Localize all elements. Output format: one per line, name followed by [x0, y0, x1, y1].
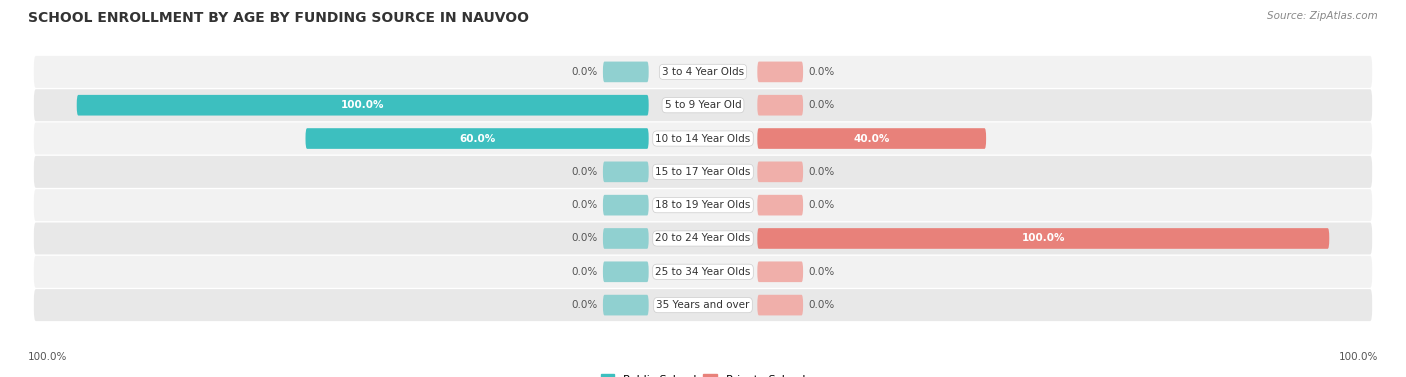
Text: 100.0%: 100.0% [1339, 352, 1378, 362]
FancyBboxPatch shape [758, 228, 1329, 249]
FancyBboxPatch shape [758, 262, 803, 282]
Text: 18 to 19 Year Olds: 18 to 19 Year Olds [655, 200, 751, 210]
FancyBboxPatch shape [34, 289, 1372, 321]
FancyBboxPatch shape [758, 161, 803, 182]
FancyBboxPatch shape [34, 189, 1372, 221]
Text: Source: ZipAtlas.com: Source: ZipAtlas.com [1267, 11, 1378, 21]
FancyBboxPatch shape [758, 128, 986, 149]
Text: 10 to 14 Year Olds: 10 to 14 Year Olds [655, 133, 751, 144]
Text: 0.0%: 0.0% [571, 300, 598, 310]
Text: 0.0%: 0.0% [808, 167, 835, 177]
FancyBboxPatch shape [603, 61, 648, 82]
Text: 100.0%: 100.0% [340, 100, 384, 110]
Text: 3 to 4 Year Olds: 3 to 4 Year Olds [662, 67, 744, 77]
FancyBboxPatch shape [34, 123, 1372, 155]
FancyBboxPatch shape [34, 89, 1372, 121]
Text: 100.0%: 100.0% [28, 352, 67, 362]
FancyBboxPatch shape [603, 161, 648, 182]
FancyBboxPatch shape [758, 95, 803, 115]
FancyBboxPatch shape [77, 95, 648, 115]
Text: 25 to 34 Year Olds: 25 to 34 Year Olds [655, 267, 751, 277]
Text: 0.0%: 0.0% [808, 300, 835, 310]
Text: 0.0%: 0.0% [571, 67, 598, 77]
Text: 15 to 17 Year Olds: 15 to 17 Year Olds [655, 167, 751, 177]
Text: 0.0%: 0.0% [808, 200, 835, 210]
Text: 5 to 9 Year Old: 5 to 9 Year Old [665, 100, 741, 110]
FancyBboxPatch shape [603, 195, 648, 216]
Text: 100.0%: 100.0% [1022, 233, 1066, 244]
FancyBboxPatch shape [603, 228, 648, 249]
Text: SCHOOL ENROLLMENT BY AGE BY FUNDING SOURCE IN NAUVOO: SCHOOL ENROLLMENT BY AGE BY FUNDING SOUR… [28, 11, 529, 25]
Text: 35 Years and over: 35 Years and over [657, 300, 749, 310]
Text: 0.0%: 0.0% [808, 67, 835, 77]
Text: 0.0%: 0.0% [808, 267, 835, 277]
Text: 0.0%: 0.0% [571, 233, 598, 244]
Text: 40.0%: 40.0% [853, 133, 890, 144]
FancyBboxPatch shape [34, 256, 1372, 288]
FancyBboxPatch shape [758, 295, 803, 316]
FancyBboxPatch shape [603, 262, 648, 282]
Text: 60.0%: 60.0% [458, 133, 495, 144]
Text: 20 to 24 Year Olds: 20 to 24 Year Olds [655, 233, 751, 244]
Text: 0.0%: 0.0% [571, 267, 598, 277]
FancyBboxPatch shape [34, 56, 1372, 88]
FancyBboxPatch shape [603, 295, 648, 316]
FancyBboxPatch shape [305, 128, 648, 149]
Text: 0.0%: 0.0% [808, 100, 835, 110]
FancyBboxPatch shape [758, 61, 803, 82]
Legend: Public School, Private School: Public School, Private School [596, 370, 810, 377]
FancyBboxPatch shape [34, 156, 1372, 188]
FancyBboxPatch shape [758, 195, 803, 216]
Text: 0.0%: 0.0% [571, 200, 598, 210]
Text: 0.0%: 0.0% [571, 167, 598, 177]
FancyBboxPatch shape [34, 222, 1372, 254]
